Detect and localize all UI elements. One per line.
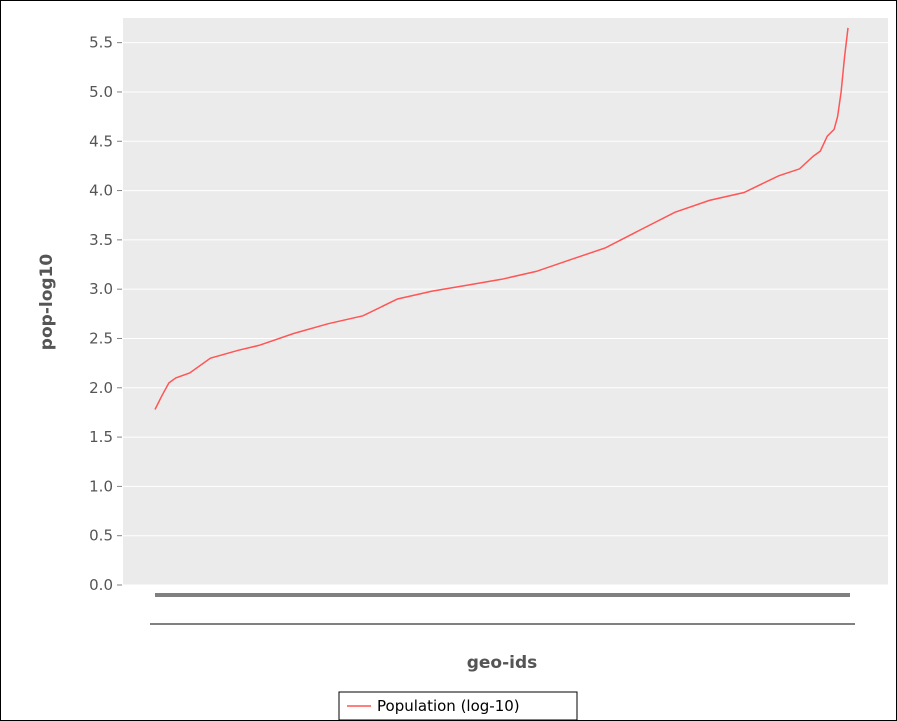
x-axis-category-bar	[155, 593, 850, 597]
y-tick-label: 5.5	[89, 34, 113, 52]
x-axis-title: geo-ids	[467, 653, 538, 673]
grid-lines	[123, 42, 888, 586]
y-tick-label: 2.0	[89, 379, 113, 397]
legend: Population (log-10)	[338, 691, 578, 721]
plot-area	[123, 18, 888, 585]
y-tick-label: 3.0	[89, 280, 113, 298]
y-tick-label: 0.5	[89, 527, 113, 545]
y-tick-label: 4.0	[89, 182, 113, 200]
legend-box	[338, 691, 578, 721]
legend-label: Population (log-10)	[377, 697, 520, 715]
y-axis-ticks: 0.0 0.5 1.0 1.5 2.0 2.5 3.0 3.5 4.0 4.5 5.0 5.5	[89, 34, 122, 594]
y-tick-label: 0.0	[89, 576, 113, 594]
y-axis-title: pop-log10	[37, 254, 57, 351]
series-line-population	[154, 27, 849, 410]
y-tick-label: 1.0	[89, 477, 113, 495]
y-tick-label: 3.5	[89, 231, 113, 249]
y-tick-label: 5.0	[89, 83, 113, 101]
y-tick-label: 4.5	[89, 132, 113, 150]
y-tick-label: 2.5	[89, 329, 113, 347]
y-tick-label: 1.5	[89, 428, 113, 446]
